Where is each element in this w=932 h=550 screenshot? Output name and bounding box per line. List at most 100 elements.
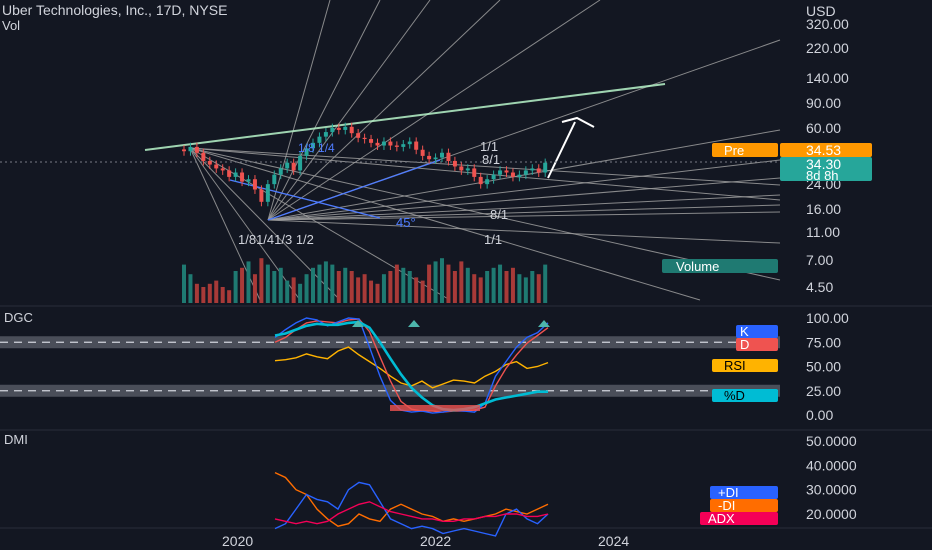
volume-bar bbox=[407, 271, 412, 303]
candle-body bbox=[330, 127, 335, 133]
trend-arrow bbox=[547, 121, 576, 179]
candle-body bbox=[323, 132, 328, 137]
volume-bar bbox=[543, 264, 548, 303]
candle-body bbox=[259, 189, 264, 202]
price-axis-tick: 60.00 bbox=[806, 120, 841, 136]
dgc-title: DGC bbox=[4, 310, 33, 325]
volume-bar bbox=[240, 267, 245, 303]
candle-body bbox=[240, 172, 245, 182]
volume-bar bbox=[285, 280, 290, 303]
candle-body bbox=[369, 139, 374, 143]
candle-body bbox=[420, 149, 425, 156]
candle-body bbox=[214, 164, 219, 169]
candle-body bbox=[388, 141, 393, 146]
trend-arrow-head bbox=[561, 116, 595, 128]
price-axis-tick: 220.00 bbox=[806, 40, 849, 56]
volume-bar bbox=[465, 267, 470, 303]
dgc-band bbox=[0, 384, 780, 397]
volume-bar bbox=[278, 267, 283, 303]
volume-bar bbox=[362, 274, 367, 303]
candle-body bbox=[485, 179, 490, 185]
volume-bar bbox=[375, 283, 380, 303]
volume-bar bbox=[504, 271, 509, 303]
gann-fan-line bbox=[144, 83, 666, 151]
gann-angle-label: 45° bbox=[396, 215, 416, 230]
gann-fan-line bbox=[267, 159, 781, 221]
candle-body bbox=[304, 148, 309, 156]
dgc-legend-rsi: RSI bbox=[724, 358, 746, 373]
volume-bar bbox=[343, 267, 348, 303]
x-axis-tick: 2024 bbox=[598, 533, 629, 549]
candle-body bbox=[433, 157, 438, 160]
gann-fan-line bbox=[189, 147, 701, 301]
volume-bar bbox=[517, 274, 522, 303]
gann-label-1-1-bottom: 1/1 bbox=[484, 232, 502, 247]
candle-body bbox=[459, 166, 464, 171]
dgc-signal-triangle bbox=[352, 320, 364, 327]
dmi-adx-line bbox=[274, 501, 549, 525]
candle-body bbox=[452, 160, 457, 167]
volume-bar bbox=[291, 277, 296, 303]
volume-bar bbox=[252, 274, 257, 303]
volume-bar bbox=[304, 274, 309, 303]
volume-bar bbox=[369, 280, 374, 303]
candle-body bbox=[465, 168, 470, 171]
volume-bar bbox=[317, 264, 322, 303]
gann-fraction-labels: 1/81/41/3 1/2 bbox=[238, 232, 314, 247]
candle-body bbox=[427, 155, 432, 160]
dgc-legend-bg bbox=[736, 325, 778, 338]
gann-fan-line bbox=[189, 147, 781, 201]
candle-body bbox=[356, 133, 361, 138]
oversold-marker bbox=[390, 405, 480, 411]
gann-fan-line bbox=[267, 219, 781, 244]
candle-body bbox=[446, 152, 451, 161]
dgc-pct-d-line bbox=[274, 320, 548, 412]
price-axis-tick: 16.00 bbox=[806, 201, 841, 217]
dgc-axis-tick: 100.00 bbox=[806, 310, 849, 326]
price-axis-tick: 11.00 bbox=[806, 224, 840, 240]
volume-bar bbox=[311, 267, 315, 303]
candle-body bbox=[414, 141, 419, 150]
candle-body bbox=[362, 137, 367, 140]
candle-body bbox=[220, 168, 225, 171]
dgc-band bbox=[0, 336, 780, 349]
volume-bar bbox=[330, 264, 335, 303]
candle-body bbox=[201, 152, 206, 161]
candle-body bbox=[510, 172, 515, 177]
volume-bar bbox=[452, 271, 457, 303]
volume-bars bbox=[182, 258, 548, 303]
dmi-axis-tick: 30.0000 bbox=[806, 482, 857, 498]
candle-body bbox=[375, 142, 380, 146]
volume-tag-bg bbox=[662, 259, 778, 273]
candle-body bbox=[530, 168, 535, 171]
volume-bar bbox=[201, 287, 206, 303]
price-axis-tick: 140.00 bbox=[806, 70, 849, 86]
volume-bar bbox=[478, 277, 483, 303]
candle-body bbox=[343, 126, 348, 130]
candle-body bbox=[233, 172, 238, 177]
gann-label-8-1-bottom: 8/1 bbox=[490, 207, 508, 222]
bar-countdown: 8d 8h bbox=[806, 168, 839, 183]
dgc-k-line bbox=[274, 317, 549, 414]
dgc-legend-d: D bbox=[740, 337, 749, 352]
candle-body bbox=[298, 155, 303, 171]
volume-bar bbox=[491, 267, 496, 303]
candle-body bbox=[182, 149, 186, 152]
candle-body bbox=[536, 168, 541, 173]
price-axis-tick: 7.00 bbox=[806, 252, 833, 268]
candle-body bbox=[517, 174, 522, 177]
chart-title: Uber Technologies, Inc., 17D, NYSE bbox=[2, 2, 228, 18]
candle-body bbox=[336, 127, 341, 130]
candle-body bbox=[285, 162, 290, 169]
candle-body bbox=[227, 170, 232, 177]
dmi-legend-plusminus-di: +DI bbox=[718, 485, 739, 500]
gann-fan-line bbox=[267, 194, 781, 221]
gann-fan-line bbox=[267, 0, 431, 221]
candle-body bbox=[407, 141, 412, 145]
dgc-axis-tick: 50.00 bbox=[806, 359, 841, 375]
volume-bar bbox=[336, 271, 341, 303]
dgc-legend-bg bbox=[712, 359, 778, 372]
candle-body bbox=[543, 162, 548, 173]
dgc-axis-tick: 75.00 bbox=[806, 334, 841, 350]
